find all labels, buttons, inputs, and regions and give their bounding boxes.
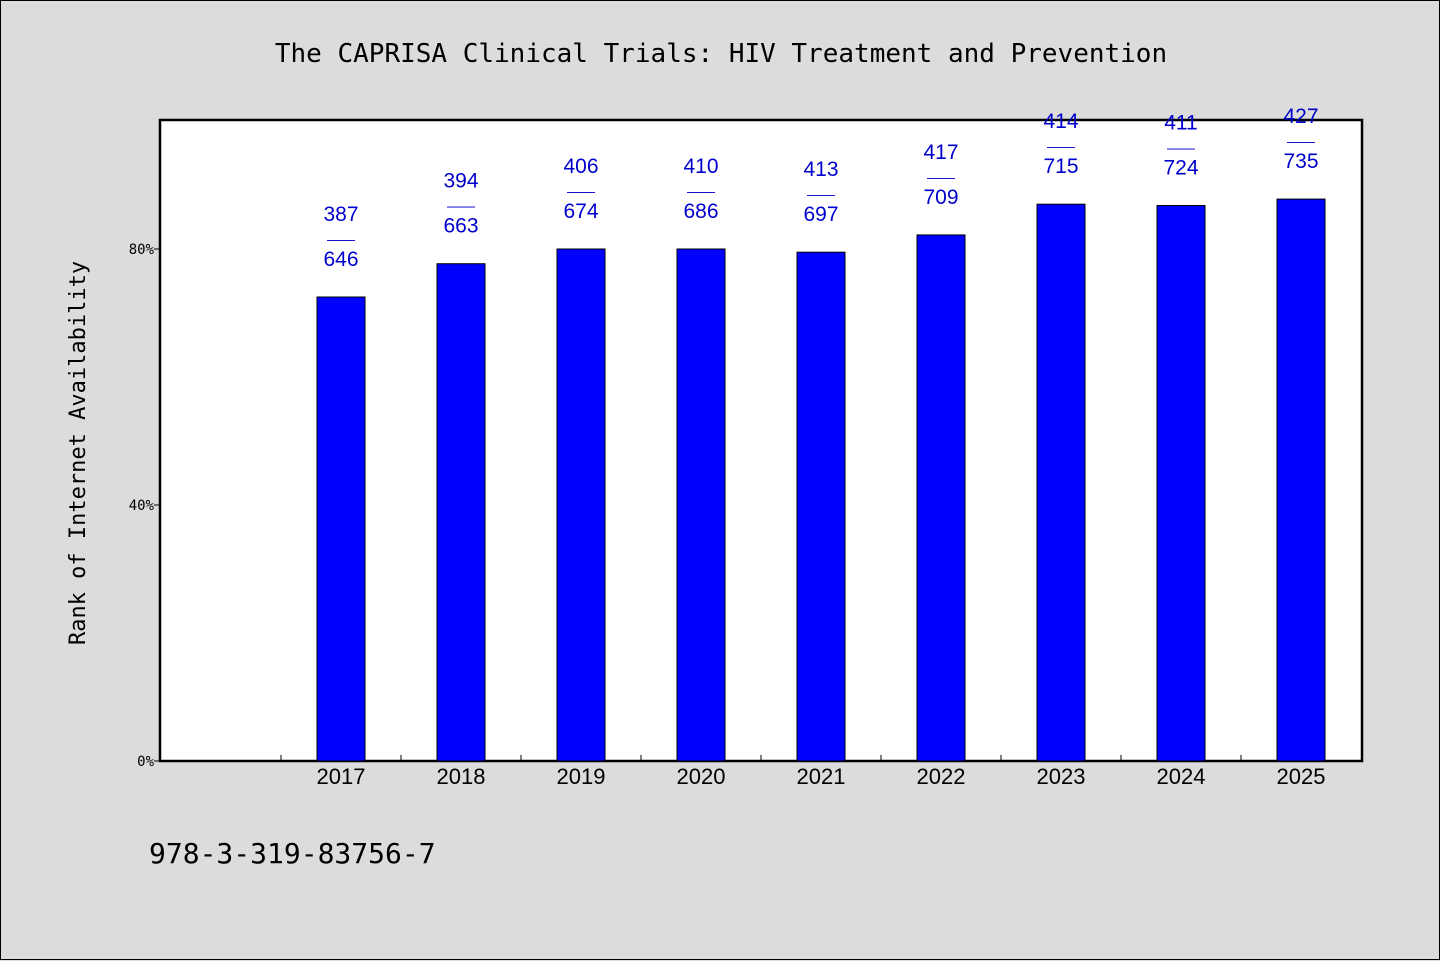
- data-label-bottom: 715: [1043, 155, 1078, 178]
- x-tick-label: 2025: [1277, 764, 1326, 789]
- x-axis: 2017 2018 2019 2020 2021 2022 2023 2024 2025: [280, 755, 1326, 789]
- data-label-top: 411: [1164, 111, 1197, 134]
- data-label-top: 417: [923, 141, 958, 164]
- isbn-footer: 978-3-319-83756-7: [149, 837, 436, 870]
- data-label-separator: ——: [1047, 138, 1075, 154]
- bar-2025: [1276, 198, 1326, 762]
- data-label-separator: ——: [927, 169, 955, 185]
- data-label-separator: ——: [687, 183, 715, 199]
- bar-2023: [1036, 203, 1086, 762]
- bar-2020: [676, 248, 726, 762]
- data-label-bottom: 686: [683, 200, 718, 223]
- data-label-bottom: 646: [323, 248, 358, 271]
- data-labels-group: 387——646394——663406——674410——686413——697…: [323, 105, 1318, 271]
- bar-2018: [436, 263, 486, 762]
- bar-2021: [796, 251, 846, 762]
- bar-2022: [916, 234, 966, 762]
- data-label-separator: ——: [807, 186, 835, 202]
- data-label-bottom: 697: [803, 203, 838, 226]
- data-label-bottom: 674: [563, 200, 598, 223]
- data-label-separator: ——: [567, 183, 595, 199]
- data-label-top: 394: [443, 170, 478, 193]
- bar-2019: [556, 248, 606, 762]
- data-label-bottom: 724: [1163, 156, 1198, 179]
- data-label-top: 414: [1043, 110, 1078, 133]
- y-tick-label: 40%: [129, 498, 155, 514]
- data-label-separator: ——: [1167, 139, 1195, 155]
- x-tick-label: 2022: [917, 764, 966, 789]
- x-tick-label: 2018: [437, 764, 486, 789]
- data-label-separator: ——: [1287, 133, 1315, 149]
- chart-title: The CAPRISA Clinical Trials: HIV Treatme…: [275, 39, 1167, 69]
- bar-2017: [316, 296, 366, 762]
- y-tick-label: 80%: [129, 242, 155, 258]
- x-tick-label: 2024: [1157, 764, 1206, 789]
- x-tick-label: 2023: [1037, 764, 1086, 789]
- y-tick-label: 0%: [137, 754, 154, 770]
- data-label-top: 387: [323, 203, 358, 226]
- data-label-separator: ——: [447, 198, 475, 214]
- data-label-top: 413: [803, 158, 838, 181]
- y-axis: 0% 40% 80%: [129, 242, 160, 770]
- x-tick-label: 2019: [557, 764, 606, 789]
- x-tick-label: 2017: [317, 764, 366, 789]
- data-label-top: 427: [1283, 105, 1318, 128]
- data-label-bottom: 663: [443, 215, 478, 238]
- data-label-bottom: 709: [923, 186, 958, 209]
- y-axis-label: Rank of Internet Availability: [66, 261, 91, 645]
- x-tick-label: 2021: [797, 764, 846, 789]
- bars-group: [316, 198, 1326, 762]
- x-tick-label: 2020: [677, 764, 726, 789]
- data-label-top: 410: [683, 155, 718, 178]
- data-label-bottom: 735: [1283, 150, 1318, 173]
- data-label-separator: ——: [327, 231, 355, 247]
- bar-2024: [1156, 204, 1206, 762]
- data-label-top: 406: [563, 155, 598, 178]
